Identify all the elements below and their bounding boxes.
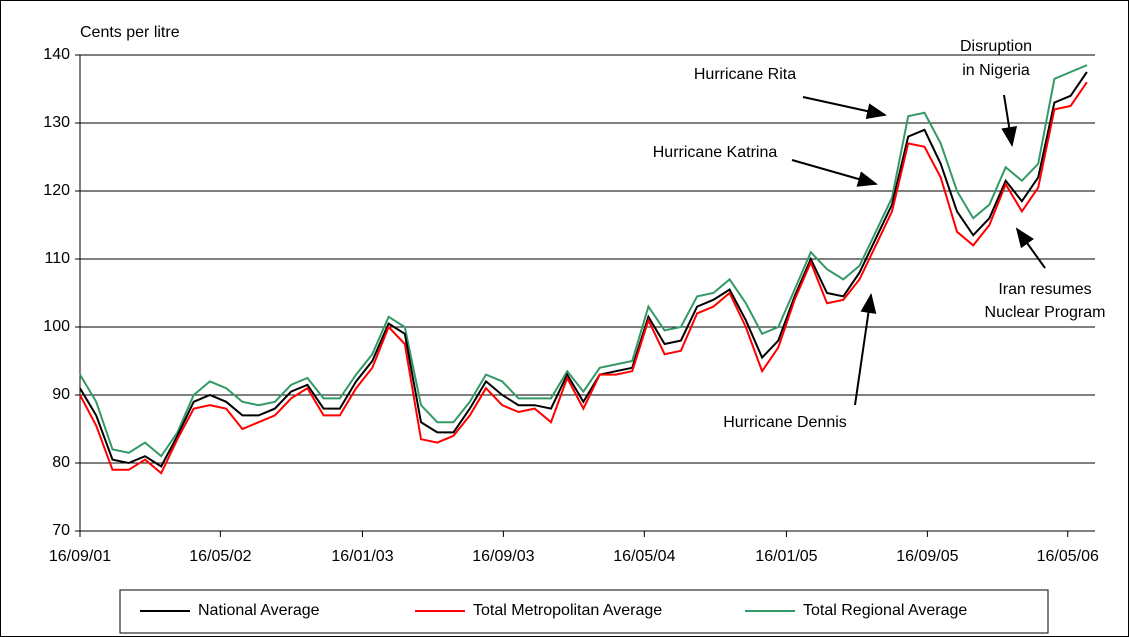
annotation: Nuclear Program — [985, 304, 1106, 321]
x-tick-label: 16/01/03 — [331, 548, 393, 565]
annotation-arrow — [854, 293, 877, 406]
annotation: Iran resumes — [998, 281, 1091, 298]
y-tick-label: 110 — [44, 250, 70, 267]
series-line — [79, 71, 1088, 468]
y-tick-label: 120 — [43, 182, 70, 199]
legend-label: Total Regional Average — [803, 602, 967, 619]
annotation: Hurricane Katrina — [653, 144, 778, 161]
annotation-arrow — [1015, 227, 1046, 269]
annotation-arrow — [802, 96, 887, 119]
legend-label: National Average — [198, 602, 320, 619]
annotation: Disruption — [960, 38, 1032, 55]
series-line — [79, 64, 1088, 458]
annotation-arrow — [791, 159, 878, 187]
x-tick-label: 16/01/05 — [755, 548, 817, 565]
annotation: Hurricane Rita — [694, 66, 796, 83]
x-tick-label: 16/05/04 — [613, 548, 675, 565]
legend-label: Total Metropolitan Average — [473, 602, 662, 619]
y-tick-label: 90 — [52, 386, 70, 403]
series-line — [79, 81, 1088, 475]
y-axis-label: Cents per litre — [80, 24, 180, 41]
x-tick-label: 16/09/05 — [896, 548, 958, 565]
annotation-arrow — [1001, 94, 1018, 147]
y-tick-label: 70 — [52, 522, 70, 539]
y-tick-label: 130 — [43, 114, 70, 131]
y-tick-label: 80 — [52, 454, 70, 471]
legend — [119, 589, 1049, 634]
annotation: in Nigeria — [962, 62, 1030, 79]
x-tick-label: 16/05/02 — [189, 548, 251, 565]
y-tick-label: 100 — [43, 318, 70, 335]
x-tick-label: 16/09/01 — [49, 548, 111, 565]
x-tick-label: 16/05/06 — [1037, 548, 1099, 565]
x-tick-label: 16/09/03 — [472, 548, 534, 565]
annotation: Hurricane Dennis — [723, 414, 847, 431]
y-tick-label: 140 — [43, 46, 70, 63]
